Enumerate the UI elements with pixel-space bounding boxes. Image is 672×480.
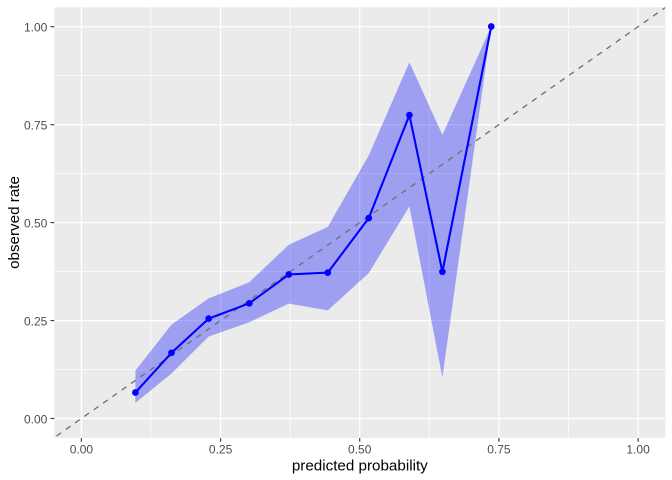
svg-text:1.00: 1.00 (24, 21, 48, 35)
svg-text:0.50: 0.50 (24, 217, 48, 231)
svg-text:0.00: 0.00 (24, 413, 48, 427)
svg-text:predicted probability: predicted probability (292, 458, 428, 475)
svg-text:0.00: 0.00 (70, 442, 94, 456)
svg-text:1.00: 1.00 (626, 442, 650, 456)
svg-text:0.25: 0.25 (24, 315, 48, 329)
svg-text:0.25: 0.25 (209, 442, 233, 456)
svg-text:0.75: 0.75 (487, 442, 511, 456)
svg-text:observed rate: observed rate (6, 176, 23, 269)
svg-text:0.50: 0.50 (348, 442, 372, 456)
svg-text:0.75: 0.75 (24, 119, 48, 133)
